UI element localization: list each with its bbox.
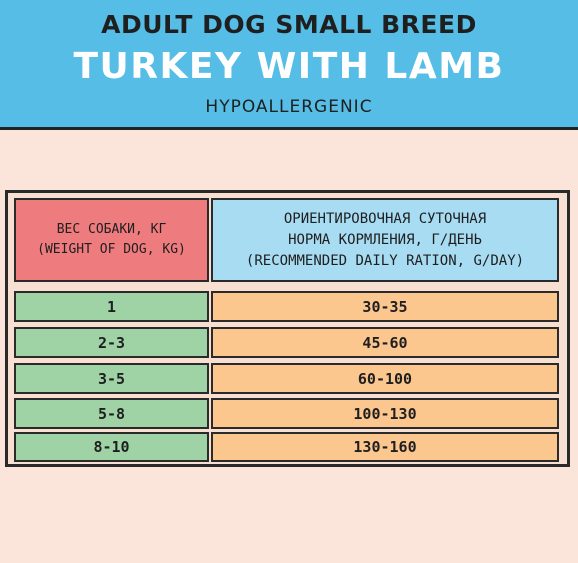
brand-line: ADULT DOG SMALL BREED — [101, 10, 477, 39]
weight-cell: 1 — [14, 291, 209, 322]
product-title: TURKEY WITH LAMB — [73, 46, 505, 87]
ration-header-ru-2: НОРМА КОРМЛЕНИЯ, Г/ДЕНЬ — [288, 231, 482, 248]
weight-column-header: ВЕС СОБАКИ, КГ (WEIGHT OF DOG, KG) — [14, 198, 209, 282]
ration-cell: 130-160 — [211, 432, 559, 462]
weight-cell: 8-10 — [14, 432, 209, 462]
ration-header-en: (RECOMMENDED DAILY RATION, G/DAY) — [245, 252, 525, 269]
weight-cell: 2-3 — [14, 327, 209, 358]
weight-cell: 3-5 — [14, 363, 209, 394]
ration-cell: 60-100 — [211, 363, 559, 394]
ration-cell: 30-35 — [211, 291, 559, 322]
ration-cell: 100-130 — [211, 398, 559, 429]
ration-cell: 45-60 — [211, 327, 559, 358]
weight-header-en: (WEIGHT OF DOG, KG) — [37, 242, 186, 257]
ration-header-ru-1: ОРИЕНТИРОВОЧНАЯ СУТОЧНАЯ — [283, 210, 487, 227]
weight-header-ru: ВЕС СОБАКИ, КГ — [56, 222, 167, 237]
weight-cell: 5-8 — [14, 398, 209, 429]
product-subtitle: HYPOALLERGENIC — [205, 97, 373, 117]
ration-column-header: ОРИЕНТИРОВОЧНАЯ СУТОЧНАЯ НОРМА КОРМЛЕНИЯ… — [211, 198, 559, 282]
header-banner: ADULT DOG SMALL BREED TURKEY WITH LAMB H… — [0, 0, 578, 130]
feeding-table: ВЕС СОБАКИ, КГ (WEIGHT OF DOG, KG) ОРИЕН… — [5, 190, 570, 467]
